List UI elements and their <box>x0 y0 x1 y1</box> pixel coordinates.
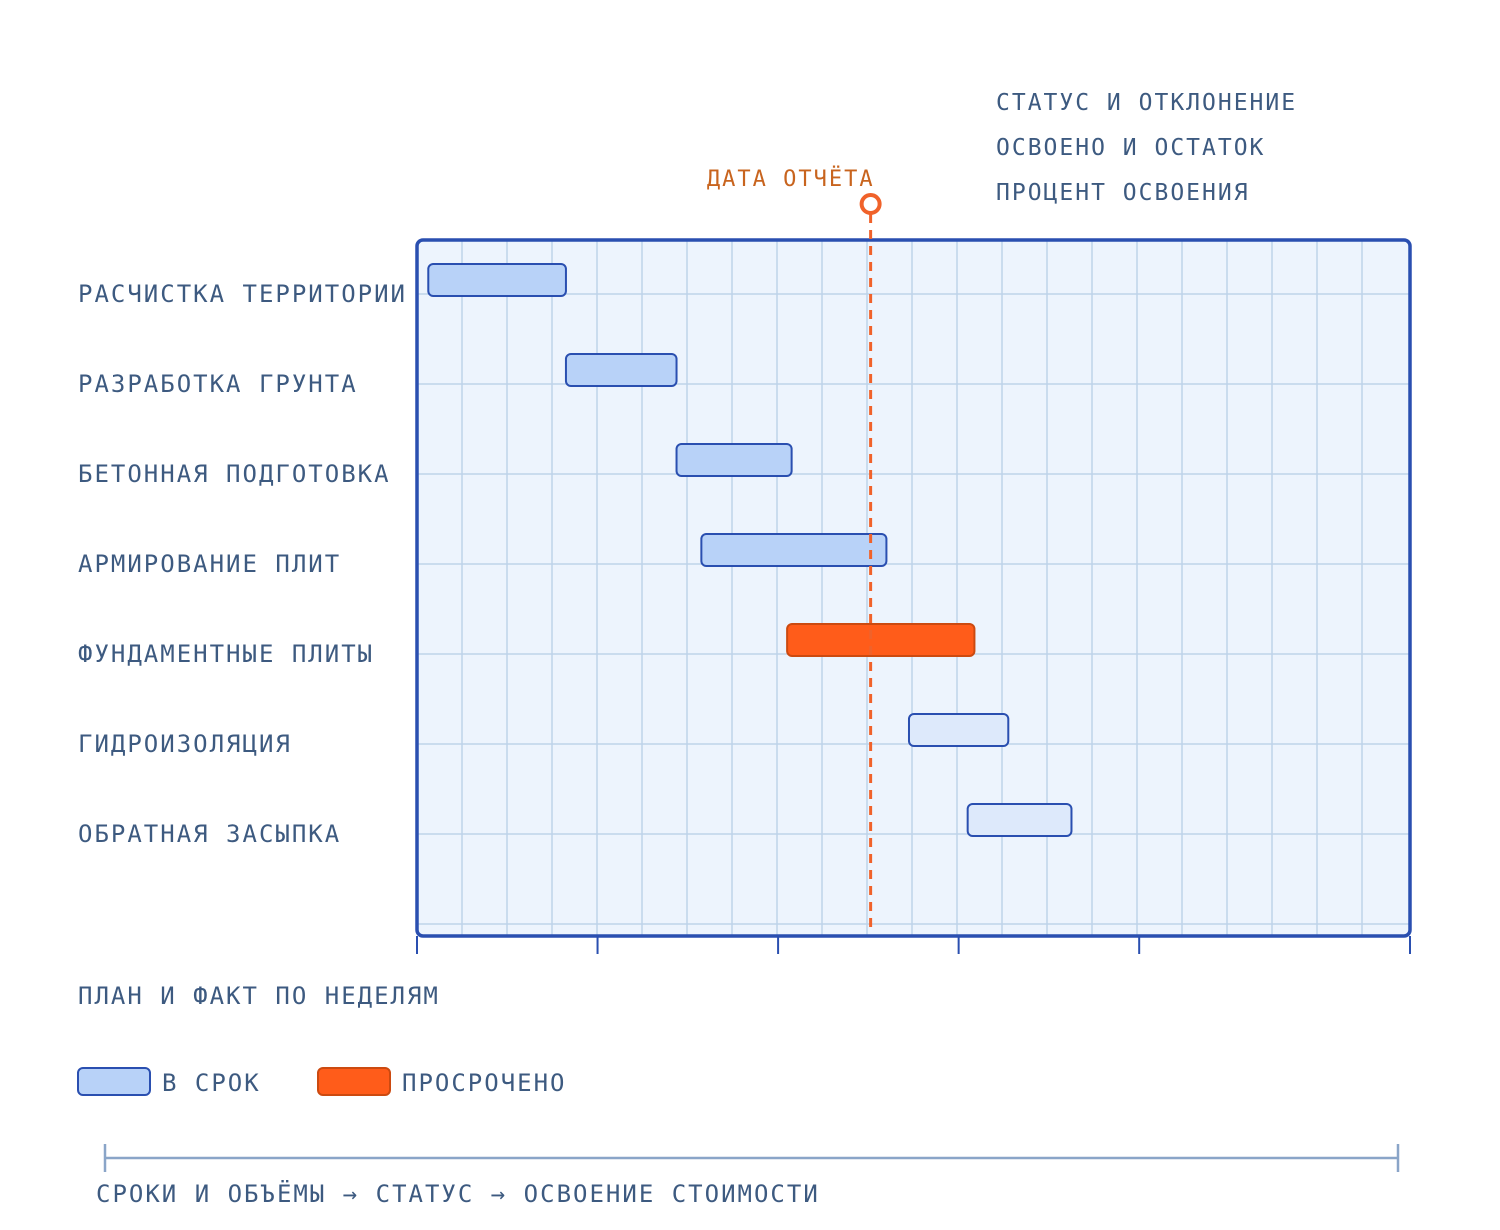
task-bar-overdue <box>786 623 976 657</box>
legend: В СРОК ПРОСРОЧЕНО <box>77 1067 567 1097</box>
legend-swatch-on-time <box>77 1067 151 1096</box>
task-label: РАСЧИСТКА ТЕРРИТОРИИ <box>78 280 407 308</box>
task-bar-done <box>564 353 678 387</box>
x-axis-ticks <box>416 936 1411 954</box>
header-line-percent: ПРОЦЕНТ ОСВОЕНИЯ <box>996 180 1250 206</box>
task-label: АРМИРОВАНИЕ ПЛИТ <box>78 550 341 578</box>
legend-label-on-time: В СРОК <box>162 1069 261 1097</box>
task-bar-done <box>700 533 888 567</box>
task-bar-done <box>675 443 793 477</box>
task-label: РАЗРАБОТКА ГРУНТА <box>78 370 358 398</box>
header-line-earned: ОСВОЕНО И ОСТАТОК <box>996 135 1265 161</box>
header-block: СТАТУС И ОТКЛОНЕНИЕ ОСВОЕНО И ОСТАТОК ПР… <box>996 90 1297 206</box>
plot-area <box>417 240 1410 936</box>
task-label: БЕТОННАЯ ПОДГОТОВКА <box>78 460 391 488</box>
legend-swatch-overdue <box>317 1067 391 1096</box>
report-date-marker: ДАТА ОТЧЁТА <box>707 166 882 932</box>
task-bar-done <box>427 263 567 297</box>
legend-label-overdue: ПРОСРОЧЕНО <box>402 1069 567 1097</box>
task-bars <box>427 263 1073 837</box>
x-axis-caption: ПЛАН И ФАКТ ПО НЕДЕЛЯМ <box>78 982 440 1010</box>
task-label: ФУНДАМЕНТНЫЕ ПЛИТЫ <box>78 640 374 668</box>
task-label: ГИДРОИЗОЛЯЦИЯ <box>78 730 292 758</box>
task-bar-planned <box>966 803 1073 837</box>
task-labels: РАСЧИСТКА ТЕРРИТОРИИ РАЗРАБОТКА ГРУНТА БЕТ… <box>78 280 407 848</box>
task-label: ОБРАТНАЯ ЗАСЫПКА <box>78 820 341 848</box>
header-line-status: СТАТУС И ОТКЛОНЕНИЕ <box>996 90 1297 116</box>
report-date-circle <box>859 193 882 215</box>
footer-caption: СРОКИ И ОБЪЁМЫ → СТАТУС → ОСВОЕНИЕ СТОИМ… <box>96 1179 820 1208</box>
report-date-label: ДАТА ОТЧЁТА <box>707 166 875 192</box>
task-bar-planned <box>907 713 1010 747</box>
footer: СРОКИ И ОБЪЁМЫ → СТАТУС → ОСВОЕНИЕ СТОИМ… <box>96 1144 1400 1208</box>
plot-frame <box>415 238 1412 938</box>
